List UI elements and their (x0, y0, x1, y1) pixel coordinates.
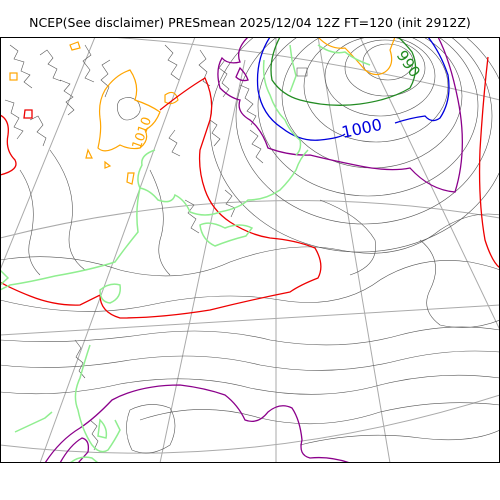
terrain-contour (168, 129, 181, 157)
terrain-contour (164, 44, 180, 81)
contour-red (0, 56, 500, 319)
isobar (0, 260, 500, 312)
contour-purple (44, 37, 463, 463)
isobar-1010 (85, 148, 93, 159)
terrain-contour (296, 67, 308, 77)
thin-isobars (0, 37, 500, 454)
terrain-contour (224, 189, 236, 218)
isobar-purple (235, 66, 249, 82)
terrain-contour (29, 115, 47, 147)
isobar (257, 37, 479, 197)
isobar (0, 326, 500, 346)
isobar-purple (217, 37, 463, 193)
isobar (235, 37, 493, 225)
meridian-line (317, 37, 391, 463)
isobar-990 (270, 37, 417, 106)
contour-1000 (256, 37, 450, 141)
isobar-lightgreen (97, 418, 108, 439)
terrain-contour (117, 97, 141, 121)
isobar-1010 (9, 72, 18, 81)
map-background (0, 37, 500, 463)
terrain-contour (89, 419, 99, 451)
map-title: NCEP(See disclaimer) PRESmean 2025/12/04… (29, 15, 471, 30)
isobar-lightgreen (69, 456, 99, 463)
meridian-line (159, 59, 246, 463)
isobar (139, 402, 500, 425)
isobar (0, 350, 500, 371)
terrain-contour (9, 44, 33, 89)
isobar (149, 169, 171, 276)
isobar (209, 37, 500, 253)
isobar-red (0, 114, 17, 176)
isobar-1010 (104, 160, 112, 169)
isobar-lightgreen (14, 411, 53, 433)
isobar-lightgreen (0, 187, 141, 291)
terrain-contour (184, 199, 200, 234)
terrain-contour (100, 59, 111, 98)
isobar-1010 (97, 69, 161, 152)
terrain-contour (239, 84, 257, 126)
latitude-line (109, 37, 500, 101)
isobar-lightgreen (262, 59, 302, 156)
terrain-contour (59, 79, 75, 116)
isobar-lightgreen (289, 44, 297, 93)
isobar-purple (59, 437, 90, 463)
meridian-line (39, 37, 196, 463)
terrain-contour (4, 99, 24, 140)
latitude-line (0, 394, 500, 454)
contour-lightgreen (0, 44, 371, 463)
terrain-contour (198, 49, 211, 87)
contour-1010 (9, 37, 396, 185)
isobar (324, 37, 436, 117)
terrain-contour (249, 129, 264, 164)
isobar (419, 239, 500, 328)
latitude-line (0, 304, 500, 336)
isobar-lightgreen (74, 344, 121, 453)
terrain-contour (74, 339, 86, 379)
terrain-contour (218, 59, 230, 98)
terrain-contour (209, 119, 221, 147)
isobar-purple (44, 384, 351, 463)
isobar-red (23, 109, 33, 119)
isobar (126, 404, 176, 454)
isobar (344, 39, 426, 97)
isobar-lightgreen (99, 283, 122, 304)
isobar-red (0, 77, 322, 319)
isobar (49, 149, 86, 271)
isobar-lightgreen (317, 44, 371, 66)
isobar (319, 199, 377, 276)
isobar (0, 374, 500, 395)
terrain-contour (39, 49, 62, 82)
contour-990 (270, 37, 417, 106)
isobar-1000 (394, 37, 450, 124)
isobar-1010 (317, 37, 396, 76)
isobar-lightgreen (137, 149, 309, 216)
isobar-1010 (164, 91, 179, 105)
isobar (19, 169, 41, 276)
meridian-line (0, 37, 96, 271)
isobar-lightgreen (199, 222, 254, 247)
isobar-1010 (69, 41, 81, 51)
isobar (0, 213, 500, 277)
isobar (299, 429, 500, 446)
isobar (303, 37, 449, 143)
isobar-lightgreen (0, 269, 10, 286)
terrain-contour (82, 44, 95, 83)
isobar-red (478, 56, 500, 269)
meridian-line (359, 37, 500, 331)
isobar-1000 (256, 37, 346, 141)
isobar-1010 (126, 172, 135, 185)
